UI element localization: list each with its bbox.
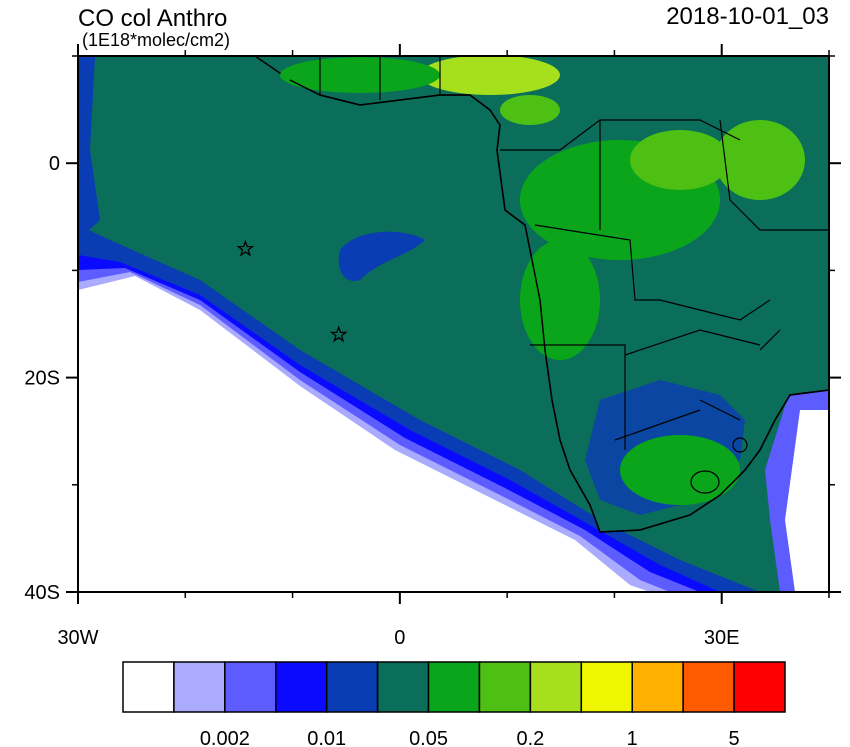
y-tick-label: 20S [24, 368, 60, 390]
colorbar-swatch [682, 661, 735, 713]
map-field [78, 56, 829, 592]
station-marker [236, 239, 255, 257]
border [732, 437, 748, 453]
colorbar-label: 5 [729, 728, 740, 747]
station-marker [329, 325, 348, 343]
colorbar-label: 0.2 [516, 728, 544, 747]
colorbar-swatch [580, 661, 633, 713]
colorbar-swatch [173, 661, 226, 713]
timestamp: 2018-10-01_03 [666, 3, 829, 30]
field-band [78, 56, 100, 240]
subtitle: (1E18*molec/cm2) [82, 30, 230, 50]
colorbar-swatch [275, 661, 328, 713]
colorbar-swatch [325, 661, 379, 713]
field-patch [338, 231, 425, 281]
field-band [78, 276, 650, 592]
colorbar-label: 0.05 [409, 728, 448, 747]
x-tick-label: 0 [394, 627, 405, 649]
field-patch [500, 95, 560, 125]
plot-frame [77, 55, 830, 593]
y-tick-label: 40S [24, 582, 60, 604]
field-patch [620, 435, 740, 505]
marks [236, 239, 348, 343]
field-patch [520, 240, 600, 360]
colorbar-swatch [529, 661, 583, 713]
x-tick-label: 30W [57, 627, 98, 649]
colorbar-label: 0.002 [200, 728, 250, 747]
colorbar-swatch [733, 661, 786, 713]
field-patch [630, 130, 730, 190]
colorbar-swatch [427, 661, 481, 713]
colorbar-label: 0.01 [307, 728, 346, 747]
colorbar: 0.002 0.01 0.05 0.2 1 5 [122, 661, 786, 747]
colorbar-swatch [224, 661, 277, 713]
border [319, 56, 829, 450]
colorbar-swatch [478, 661, 532, 713]
colorbar-label: 1 [627, 728, 638, 747]
coastline [255, 56, 829, 533]
border [690, 470, 720, 494]
x-tick-label: 30E [704, 627, 740, 649]
field-patch [420, 56, 560, 95]
colorbar-swatch [376, 661, 430, 713]
y-tick-label: 0 [49, 153, 60, 175]
colorbar-swatch [631, 661, 684, 713]
field-patch [715, 120, 805, 200]
field-band [785, 410, 829, 592]
colorbar-swatch [122, 661, 175, 713]
title: CO col Anthro [78, 5, 227, 32]
